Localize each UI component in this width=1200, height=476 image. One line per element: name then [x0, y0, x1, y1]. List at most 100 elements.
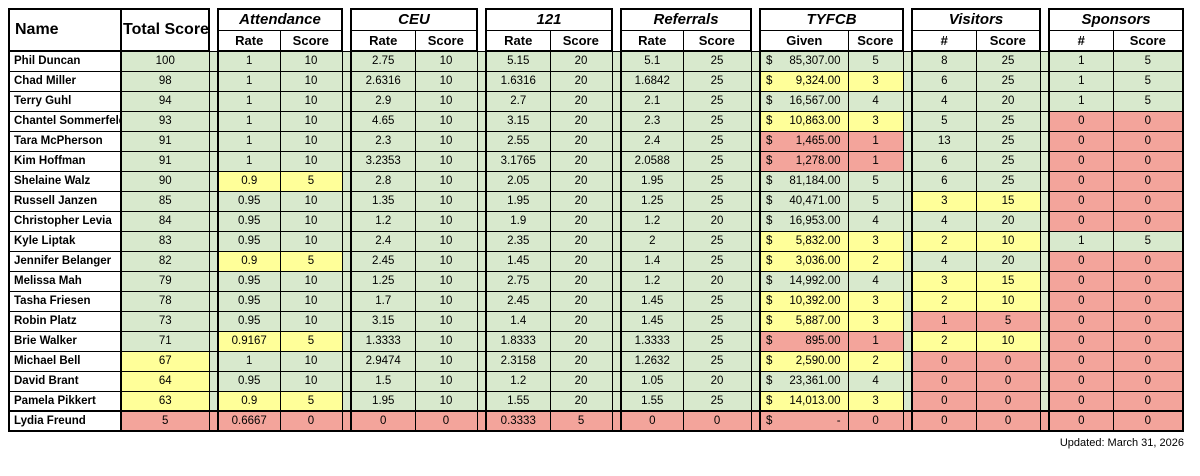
spacer-cell: [209, 110, 218, 132]
spacer-cell: [477, 290, 487, 312]
spacer-cell: [903, 270, 913, 292]
col-header-name: Name: [8, 8, 122, 52]
ceu-value-cell: 1.25: [350, 270, 416, 292]
visitors-score-cell: 25: [975, 130, 1041, 152]
ceu-score-cell: 10: [414, 170, 478, 192]
one21-score-cell: 20: [549, 370, 613, 392]
money-value: $16,567.00: [762, 95, 847, 107]
spacer-cell: [1040, 210, 1050, 232]
visitors-value-cell: 5: [911, 110, 977, 132]
visitors-score-cell: 20: [975, 90, 1041, 112]
referrals-value-cell: 1.55: [620, 390, 684, 412]
tyfcb-score-cell: 4: [847, 210, 904, 232]
group-header-row: Name Total Score Attendance CEU 121 Refe…: [8, 8, 1185, 52]
sponsors-value-cell: 0: [1048, 350, 1114, 372]
attendance-score-cell: 10: [279, 130, 343, 152]
spacer-cell: [1040, 290, 1050, 312]
spacer-cell: [342, 390, 351, 412]
visitors-value-cell: 2: [911, 330, 977, 352]
one21-score-cell: 20: [549, 210, 613, 232]
one21-value-cell: 1.95: [485, 190, 551, 212]
total-score-cell: 83: [120, 230, 210, 252]
spacer-cell: [751, 370, 761, 392]
attendance-value-cell: 1: [217, 110, 281, 132]
attendance-value-cell: 1: [217, 90, 281, 112]
spacer-cell: [903, 410, 913, 432]
spacer-cell: [1040, 350, 1050, 372]
attendance-score-cell: 10: [279, 370, 343, 392]
header-gap: [903, 9, 913, 51]
money-amount: 40,471.00: [789, 195, 841, 207]
spacer-cell: [342, 410, 351, 432]
member-row: Robin Platz 73 0.95 10 3.15 10 1.4 20 1.45 25 $5,8…: [8, 310, 1185, 332]
visitors-score-cell: 0: [975, 390, 1041, 412]
spacer-cell: [903, 90, 913, 112]
attendance-value-cell: 0.95: [217, 210, 281, 232]
money-amount: -: [836, 415, 841, 427]
ceu-value-cell: 2.9474: [350, 350, 416, 372]
one21-score-cell: 20: [549, 70, 613, 92]
spacer-cell: [477, 130, 487, 152]
ceu-score-cell: 10: [414, 130, 478, 152]
ceu-value-cell: 1.35: [350, 190, 416, 212]
sponsors-score-cell: 5: [1112, 70, 1185, 92]
sponsors-value-cell: 0: [1048, 130, 1114, 152]
money-amount: 23,361.00: [789, 375, 841, 387]
spacer-cell: [751, 310, 761, 332]
one21-score-cell: 20: [549, 190, 613, 212]
spacer-cell: [612, 350, 622, 372]
money-value: $1,465.00: [762, 135, 847, 147]
money-amount: 2,590.00: [795, 355, 841, 367]
money-amount: 16,567.00: [789, 95, 841, 107]
sponsors-score-cell: 0: [1112, 210, 1185, 232]
member-row: David Brant 64 0.95 10 1.5 10 1.2 20 1.05 20 $23,3…: [8, 370, 1185, 392]
sponsors-score-cell: 5: [1112, 230, 1185, 252]
money-value: $23,361.00: [762, 375, 847, 387]
visitors-score-cell: 25: [975, 170, 1041, 192]
spacer-cell: [209, 210, 218, 232]
spacer-cell: [1040, 190, 1050, 212]
ceu-score-cell: 10: [414, 190, 478, 212]
ceu-value-cell: 4.65: [350, 110, 416, 132]
spacer-cell: [612, 50, 622, 72]
referrals-value-cell: 1.2: [620, 270, 684, 292]
visitors-score-cell: 15: [975, 270, 1041, 292]
tyfcb-value-cell: $40,471.00: [759, 190, 849, 212]
attendance-value-cell: 1: [217, 50, 281, 72]
referrals-score-cell: 25: [682, 50, 752, 72]
money-amount: 1,278.00: [795, 155, 841, 167]
money-amount: 5,887.00: [795, 315, 841, 327]
visitors-score-cell: 25: [975, 50, 1041, 72]
ceu-score-cell: 10: [414, 230, 478, 252]
header-gap: [751, 9, 761, 51]
referrals-value-cell: 1.45: [620, 310, 684, 332]
sponsors-score-cell: 0: [1112, 410, 1185, 432]
spacer-cell: [477, 350, 487, 372]
attendance-score-cell: 10: [279, 290, 343, 312]
visitors-value-cell: 6: [911, 150, 977, 172]
sponsors-value-cell: 0: [1048, 290, 1114, 312]
visitors-score-cell: 5: [975, 310, 1041, 332]
referrals-score-cell: 25: [682, 170, 752, 192]
sponsors-score-cell: 0: [1112, 190, 1185, 212]
sub-header-row: Rate Score Rate Score Rate Score Rate Sc…: [9, 29, 1185, 52]
spacer-cell: [477, 270, 487, 292]
spacer-cell: [903, 190, 913, 212]
ceu-value-cell: 2.45: [350, 250, 416, 272]
total-score-cell: 93: [120, 110, 210, 132]
spacer-cell: [209, 170, 218, 192]
sponsors-value-cell: 0: [1048, 150, 1114, 172]
ceu-score-cell: 10: [414, 250, 478, 272]
member-name-cell: Chad Miller: [8, 70, 122, 92]
money-amount: 9,324.00: [795, 75, 841, 87]
tyfcb-value-cell: $23,361.00: [759, 370, 849, 392]
visitors-score-cell: 15: [975, 190, 1041, 212]
spacer-cell: [751, 290, 761, 312]
tyfcb-value-cell: $895.00: [759, 330, 849, 352]
member-row: Jennifer Belanger 82 0.9 5 2.45 10 1.45 20 1.4 25…: [8, 250, 1185, 272]
ceu-score-cell: 10: [414, 370, 478, 392]
tyfcb-score-cell: 1: [847, 330, 904, 352]
one21-score-cell: 20: [549, 310, 613, 332]
referrals-score-cell: 25: [682, 350, 752, 372]
attendance-value-cell: 1: [217, 150, 281, 172]
